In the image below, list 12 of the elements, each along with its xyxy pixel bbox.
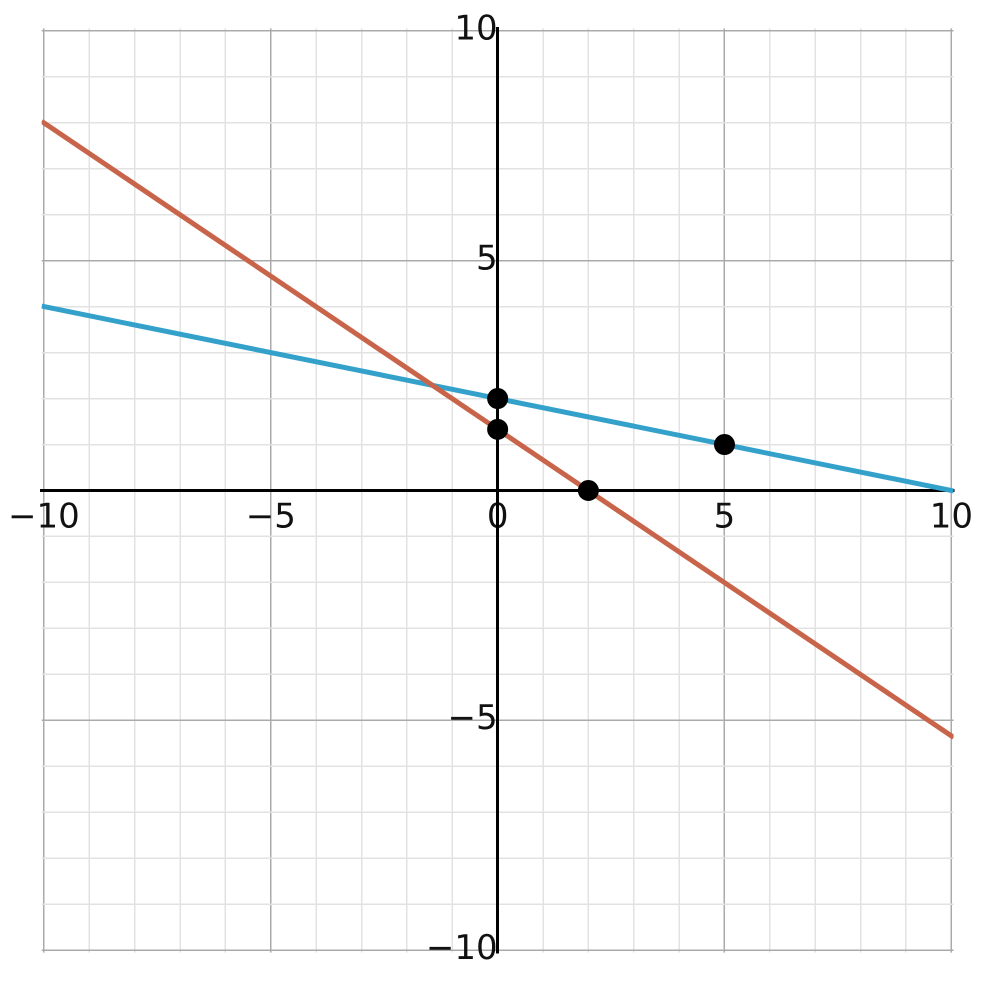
point (714, 434, 735, 456)
x-tick-label: 10 (930, 496, 973, 537)
x-tick-label: −10 (8, 496, 80, 537)
x-tick-label: −5 (246, 496, 296, 537)
y-tick-label: −10 (426, 928, 498, 968)
point (578, 480, 599, 501)
point (487, 418, 508, 440)
x-tick-label: 5 (714, 496, 736, 537)
y-tick-label: −5 (448, 698, 498, 738)
y-tick-label: 5 (476, 238, 498, 278)
point (487, 388, 508, 410)
y-tick-label: 10 (454, 8, 498, 49)
